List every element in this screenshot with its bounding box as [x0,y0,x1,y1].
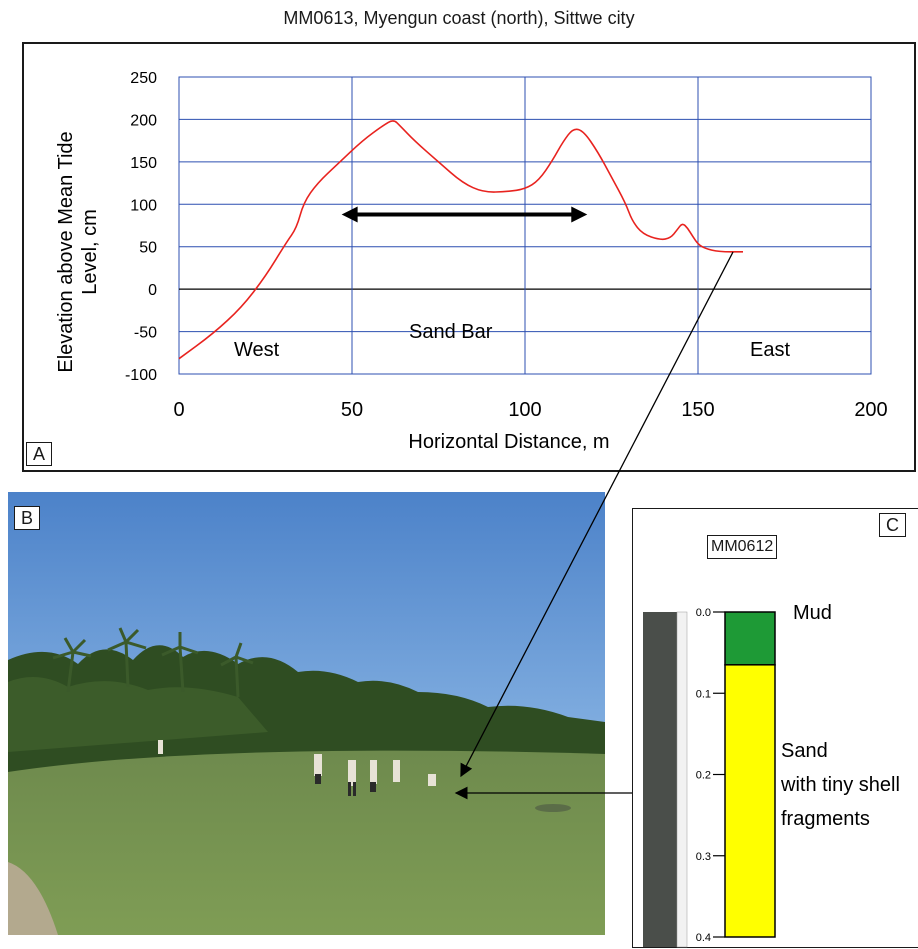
rock-outcrop [8,862,58,935]
depth-tick-label: 0.4 [696,932,711,944]
depth-tick-label: 0.0 [696,607,711,619]
y-tick-label: 50 [139,240,157,257]
depth-tick-label: 0.3 [696,851,711,863]
west-annotation: West [234,339,280,361]
sand-label: Sand [781,740,828,762]
x-tick-label: 200 [854,399,887,421]
arrow-head-left [341,206,358,223]
sand-bar-annotation: Sand Bar [409,321,493,343]
y-axis-label-line2: Level, cm [79,209,101,295]
x-tick-label: 150 [681,399,714,421]
tidal-flat [8,750,605,935]
sand-label-detail: with tiny shell [780,774,900,796]
y-tick-label: 150 [130,155,157,172]
panel-a-profile: 250 200 150 100 50 0 -50 -100 0 50 100 150 200 West … [22,42,916,472]
sand-label-fragments: fragments [781,808,870,830]
field-photo: B [8,492,605,935]
puddle [535,804,571,812]
core-unit-mud [724,611,776,666]
core-scale-bar [676,611,688,948]
panel-c-label: C [879,513,906,537]
arrow-head-right [571,206,588,223]
field-crew-legs [315,774,376,796]
core-log-drawing: 0.0 0.1 0.2 0.3 0.4 Mud Sand with tiny shell… [643,602,900,948]
core-unit-sand [724,664,776,938]
elevation-profile-line [178,120,743,360]
panel-b-label: B [14,506,41,530]
depth-tick-label: 0.1 [696,688,711,700]
y-axis-label-line1: Elevation above Mean Tide [55,131,77,372]
panel-c-core-log: MM0612 C 0.0 0.1 0.2 0.3 0.4 Mud Sand with t… [632,508,918,948]
figure-title: MM0613, Myengun coast (north), Sittwe ci… [283,8,635,28]
y-tick-label: 100 [130,197,157,214]
shrubs [8,677,268,752]
y-tick-label: 0 [148,282,157,299]
y-tick-label: -100 [125,367,157,384]
panel-a-label: A [26,442,53,466]
east-annotation: East [750,339,790,361]
x-axis-label: Horizontal Distance, m [408,431,609,453]
mud-label: Mud [793,602,832,624]
palm-trees [52,627,254,698]
y-tick-label: -50 [134,325,157,342]
core-photo [643,612,677,947]
x-tick-label: 50 [341,399,363,421]
field-photo-drawing [8,492,605,935]
x-tick-label: 0 [173,399,184,421]
y-tick-label: 250 [130,70,157,87]
y-tick-label: 200 [130,112,157,129]
depth-tick-label: 0.2 [696,770,711,782]
field-crew [158,740,436,786]
x-tick-label: 100 [508,399,541,421]
